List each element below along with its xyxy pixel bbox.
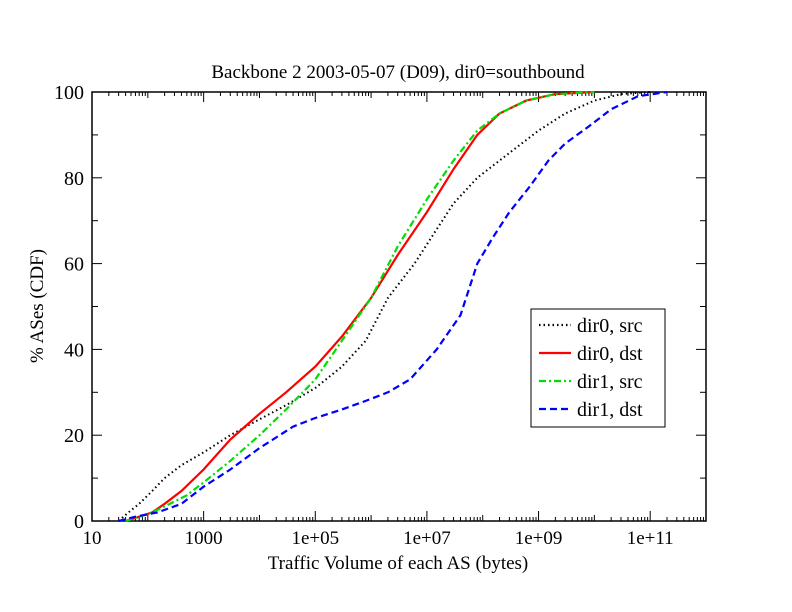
x-tick-label: 1e+11 (627, 528, 674, 549)
axes: 10 1000 1e+05 1e+07 1e+09 1e+11 0 20 40 60 80 100 (54, 82, 707, 549)
legend-label-2: dir1, src (577, 371, 643, 393)
y-tick-label: 100 (54, 82, 84, 104)
y-axis-label: % ASes (CDF) (27, 249, 48, 363)
x-tick-label: 1e+07 (403, 528, 451, 549)
y-tick-label: 0 (74, 511, 84, 533)
x-tick-label: 1e+09 (515, 528, 563, 549)
x-axis-label: Traffic Volume of each AS (bytes) (268, 553, 529, 574)
y-tick-label: 60 (64, 254, 84, 276)
x-tick-label: 1e+05 (291, 528, 339, 549)
y-tick-label: 80 (64, 168, 84, 190)
series-line-0 (117, 91, 651, 522)
series-line-2 (125, 90, 595, 523)
legend-label-0: dir0, src (577, 315, 643, 337)
legend-label-3: dir1, dst (577, 399, 643, 421)
x-tick-label: 1000 (185, 528, 223, 549)
chart-title: Backbone 2 2003-05-07 (D09), dir0=southb… (211, 62, 585, 83)
y-tick-label: 20 (64, 425, 84, 447)
series-lines (117, 90, 668, 523)
plot-frame (91, 91, 707, 522)
series-line-1 (125, 90, 595, 523)
y-tick-label: 40 (64, 339, 84, 361)
legend-label-1: dir0, dst (577, 343, 643, 365)
x-tick-label: 10 (83, 528, 102, 549)
legend-box (530, 308, 666, 428)
series-line-3 (118, 90, 668, 523)
legend: dir0, src dir0, dst dir1, src dir1, dst (530, 308, 666, 428)
